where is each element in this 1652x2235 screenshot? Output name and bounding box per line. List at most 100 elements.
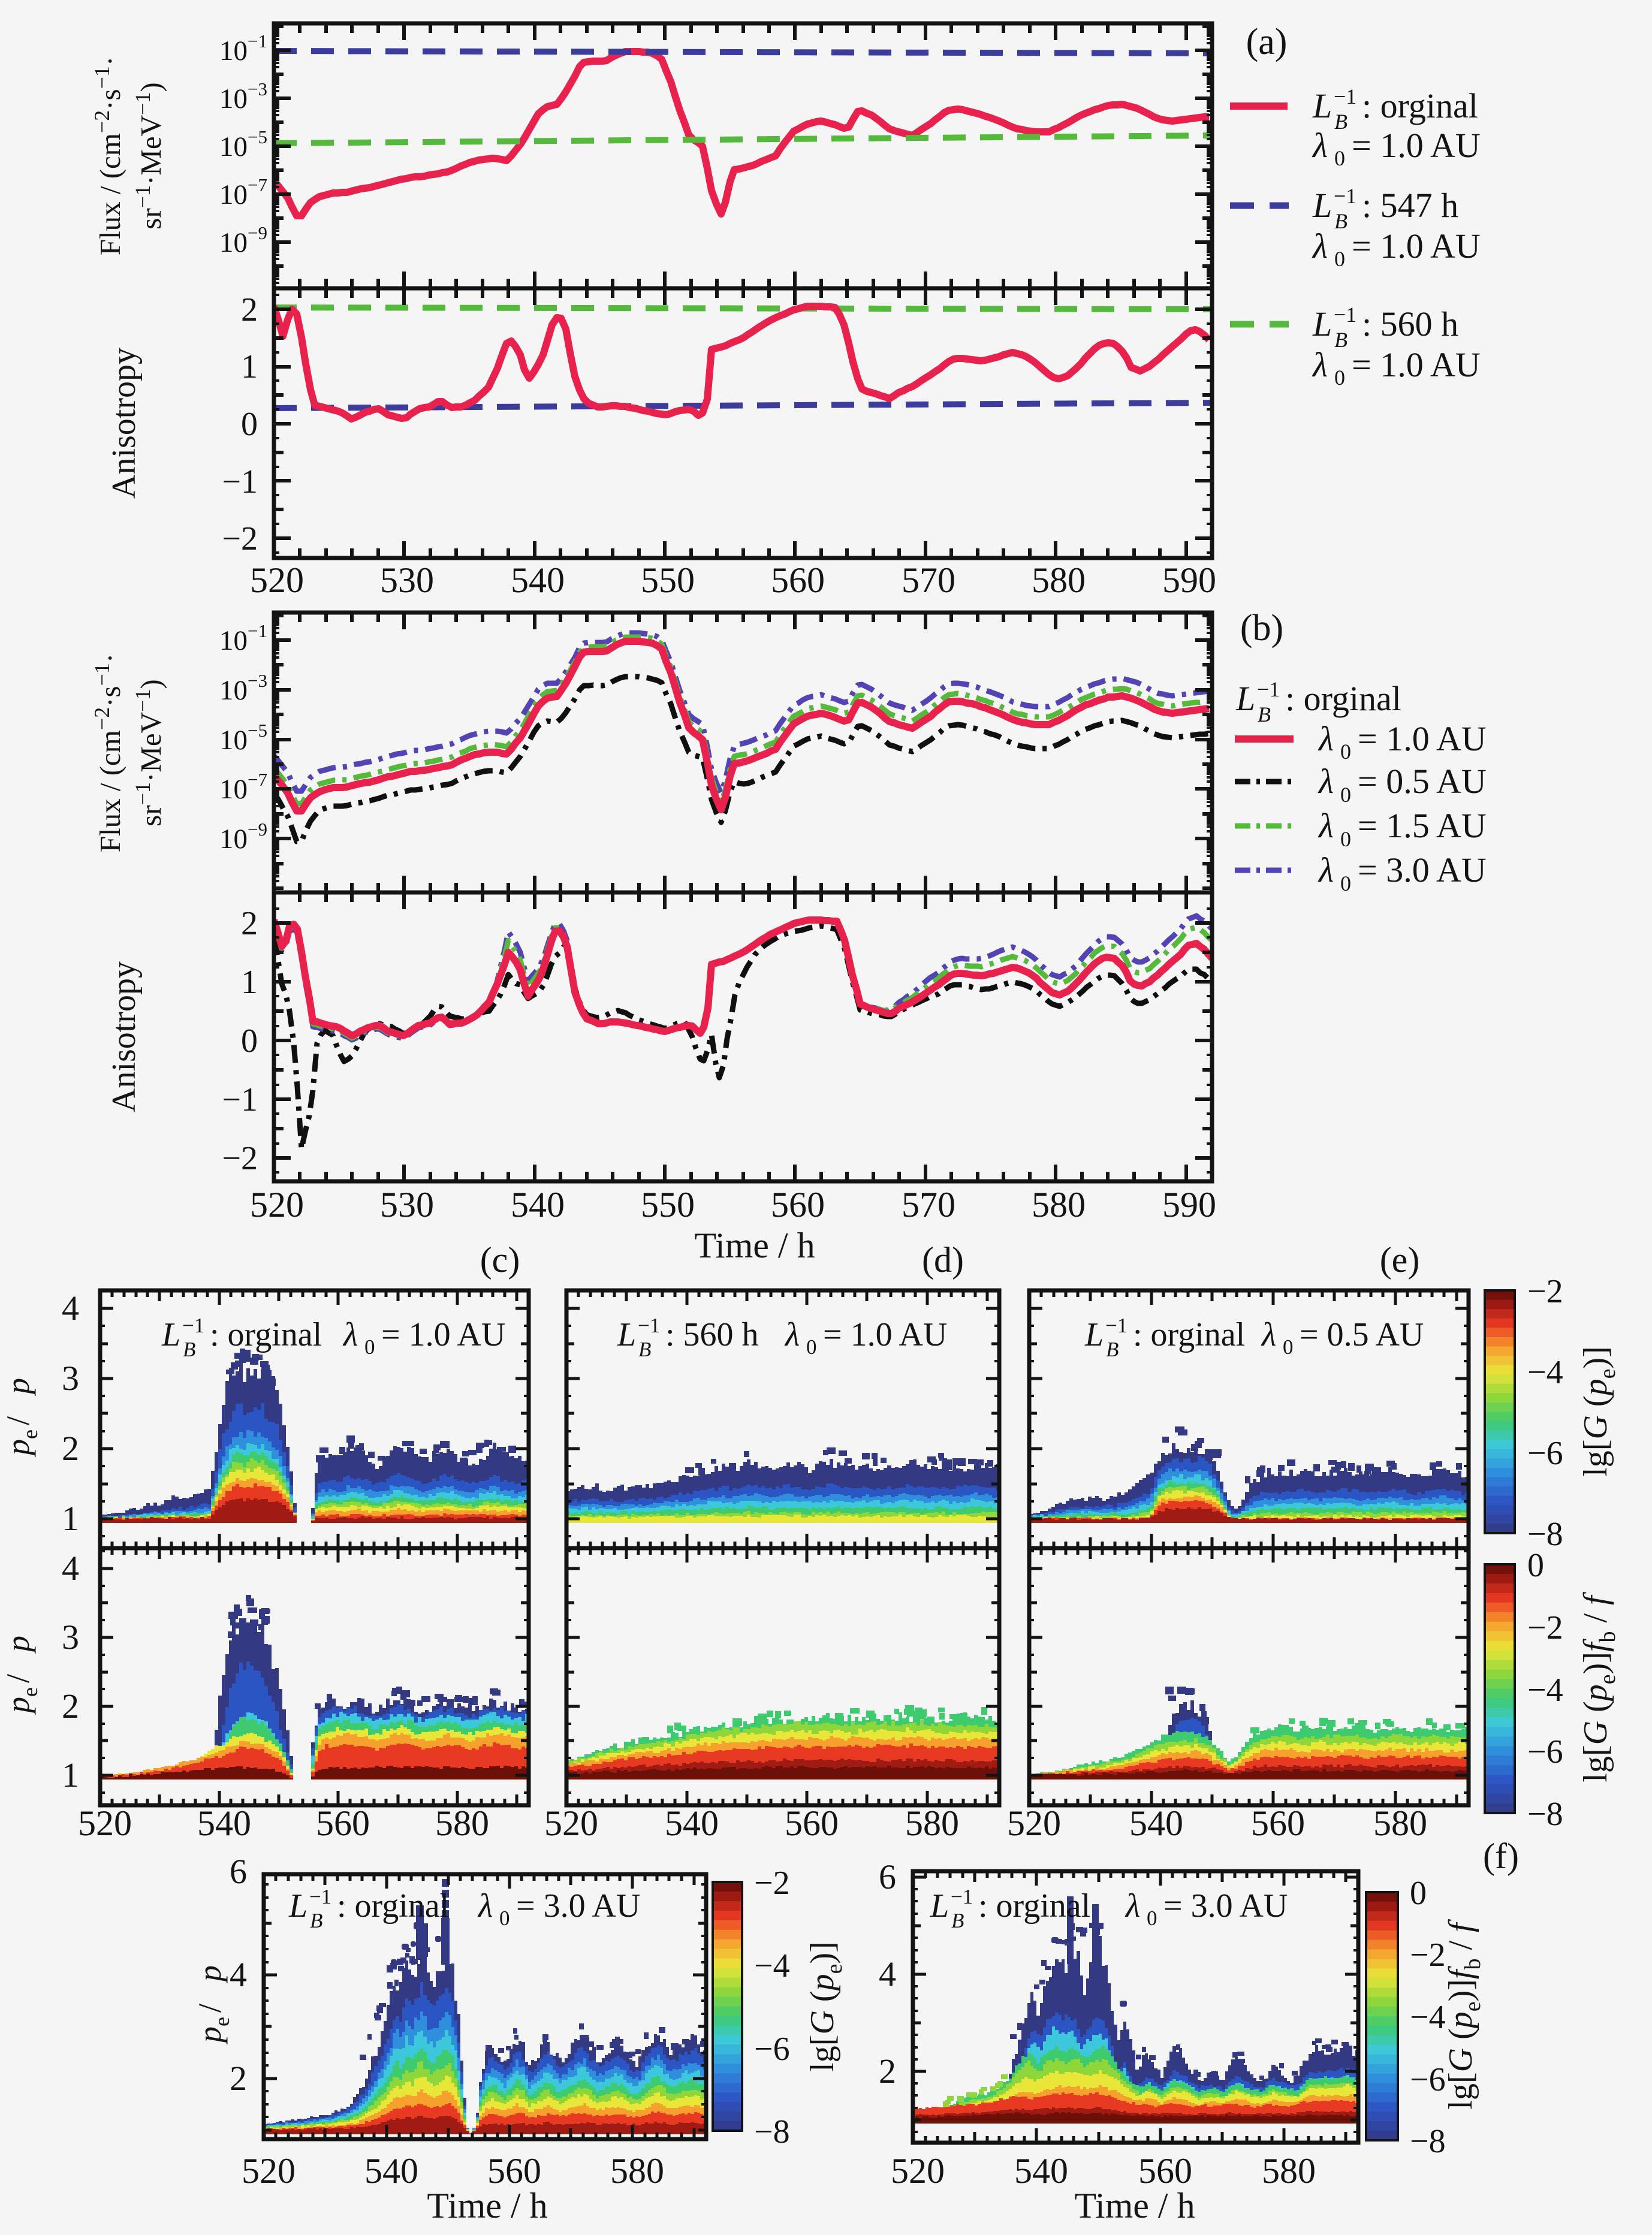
svg-text:1: 1 <box>241 348 258 385</box>
svg-text:540: 540 <box>1129 1803 1183 1843</box>
svg-text:520: 520 <box>242 2151 296 2191</box>
svg-text:B: B <box>1334 328 1347 352</box>
svg-text:λ: λ <box>1318 719 1334 758</box>
svg-text:0: 0 <box>241 406 258 443</box>
svg-text:λ: λ <box>1261 1316 1276 1353</box>
svg-text:(b): (b) <box>1240 608 1283 649</box>
svg-text:L: L <box>1235 679 1255 718</box>
svg-text:2: 2 <box>241 905 258 942</box>
svg-text:−1: −1 <box>1334 184 1356 208</box>
svg-text:p: p <box>0 1697 36 1715</box>
svg-text:B: B <box>1334 110 1347 134</box>
svg-text:−2: −2 <box>1410 1937 1446 1974</box>
svg-text:λ: λ <box>1318 762 1334 801</box>
svg-text:= 1.0 AU: = 1.0 AU <box>1352 345 1481 384</box>
svg-text:540: 540 <box>511 1185 565 1224</box>
svg-text:3: 3 <box>62 1359 79 1398</box>
svg-text:−2: −2 <box>1527 1273 1563 1310</box>
svg-text:560: 560 <box>1251 1803 1305 1843</box>
svg-text:(d): (d) <box>922 1240 964 1280</box>
svg-text:−8: −8 <box>1527 1796 1563 1833</box>
svg-text:2: 2 <box>62 1429 79 1468</box>
svg-text:Time / h: Time / h <box>694 1226 815 1265</box>
svg-text:p: p <box>0 1636 36 1654</box>
svg-text:−4: −4 <box>1527 1672 1563 1709</box>
svg-text:= 1.0 AU: = 1.0 AU <box>1358 719 1487 758</box>
svg-text:B: B <box>951 1909 964 1932</box>
svg-text:560: 560 <box>487 2151 541 2191</box>
svg-text:−8: −8 <box>1410 2123 1446 2160</box>
svg-text:−6: −6 <box>1527 1733 1563 1770</box>
svg-text:L: L <box>930 1887 949 1925</box>
svg-text:−4: −4 <box>1527 1354 1563 1391</box>
svg-text:560: 560 <box>771 560 825 600</box>
svg-text:550: 550 <box>641 560 695 600</box>
svg-text:e: e <box>18 1687 42 1697</box>
svg-text:−4: −4 <box>1410 1999 1446 2036</box>
svg-text:= 1.5 AU: = 1.5 AU <box>1358 806 1487 845</box>
svg-text:560: 560 <box>1138 2151 1192 2191</box>
svg-text:4: 4 <box>62 1289 79 1328</box>
svg-text:λ: λ <box>784 1316 800 1353</box>
svg-text:570: 570 <box>902 560 955 600</box>
svg-text:540: 540 <box>511 560 565 600</box>
svg-text:lg[G (pe)]fb / f: lg[G (pe)]fb / f <box>1577 1591 1620 1782</box>
svg-text:L: L <box>1312 304 1332 343</box>
svg-text:L: L <box>288 1887 308 1925</box>
svg-text:0: 0 <box>1334 247 1345 271</box>
svg-text:570: 570 <box>902 1185 955 1224</box>
svg-text:λ: λ <box>1312 345 1328 384</box>
svg-text:L: L <box>1084 1316 1104 1353</box>
svg-text:1: 1 <box>241 964 258 1001</box>
svg-text:520: 520 <box>250 560 304 600</box>
svg-text:590: 590 <box>1162 560 1216 600</box>
svg-text:/: / <box>0 1416 36 1425</box>
svg-text:560: 560 <box>771 1185 825 1224</box>
svg-text:lg[G (pe)]: lg[G (pe)] <box>804 1941 847 2072</box>
svg-text:Anisotropy: Anisotropy <box>105 348 143 499</box>
svg-text:560: 560 <box>316 1803 370 1843</box>
svg-text:Flux / (cm−2·s−1·: Flux / (cm−2·s−1· <box>90 653 126 853</box>
svg-text:(e): (e) <box>1380 1240 1420 1280</box>
svg-text:−2: −2 <box>754 1865 790 1902</box>
svg-text:540: 540 <box>364 2151 418 2191</box>
svg-text:L: L <box>1312 86 1332 125</box>
svg-text:0: 0 <box>241 1023 258 1060</box>
svg-text:−1: −1 <box>1105 1314 1128 1337</box>
svg-text:= 1.0 AU: = 1.0 AU <box>1352 126 1481 165</box>
svg-text:B: B <box>1258 702 1271 726</box>
svg-text:Time / h: Time / h <box>427 2186 547 2225</box>
svg-text:/: / <box>0 1674 36 1683</box>
svg-text:−1: −1 <box>1257 677 1280 701</box>
svg-text:0: 0 <box>499 1907 510 1930</box>
svg-text:2: 2 <box>62 1687 79 1726</box>
svg-text:520: 520 <box>250 1185 304 1224</box>
svg-text:2: 2 <box>879 2052 896 2091</box>
svg-text:(c): (c) <box>480 1240 520 1280</box>
svg-text:λ: λ <box>1125 1887 1140 1925</box>
svg-text:0: 0 <box>1340 740 1351 764</box>
svg-text:= 3.0 AU: = 3.0 AU <box>1163 1887 1288 1925</box>
svg-text:10−3: 10−3 <box>219 670 267 706</box>
svg-text:540: 540 <box>1014 2151 1068 2191</box>
svg-text:2: 2 <box>230 2059 247 2098</box>
svg-text:e: e <box>18 1429 42 1439</box>
svg-text:: orginal: : orginal <box>1133 1316 1245 1353</box>
svg-text:: orginal: : orginal <box>1285 679 1401 718</box>
svg-text:L: L <box>617 1316 636 1353</box>
svg-text:580: 580 <box>1032 1185 1086 1224</box>
svg-text:540: 540 <box>665 1803 719 1843</box>
svg-text:lg[G (pe)]: lg[G (pe)] <box>1577 1346 1620 1477</box>
svg-text:0: 0 <box>1340 827 1351 851</box>
svg-text:520: 520 <box>1007 1803 1061 1843</box>
svg-text:−8: −8 <box>754 2113 790 2150</box>
svg-text:0: 0 <box>1527 1547 1544 1584</box>
svg-text:= 3.0 AU: = 3.0 AU <box>1358 850 1487 889</box>
svg-text:0: 0 <box>806 1335 817 1359</box>
svg-text:p: p <box>0 1378 36 1397</box>
svg-text:λ: λ <box>1318 850 1334 889</box>
svg-text:530: 530 <box>380 1185 434 1224</box>
svg-text:560: 560 <box>785 1803 839 1843</box>
svg-text:= 1.0 AU: = 1.0 AU <box>381 1316 505 1353</box>
svg-text:= 1.0 AU: = 1.0 AU <box>823 1316 947 1353</box>
